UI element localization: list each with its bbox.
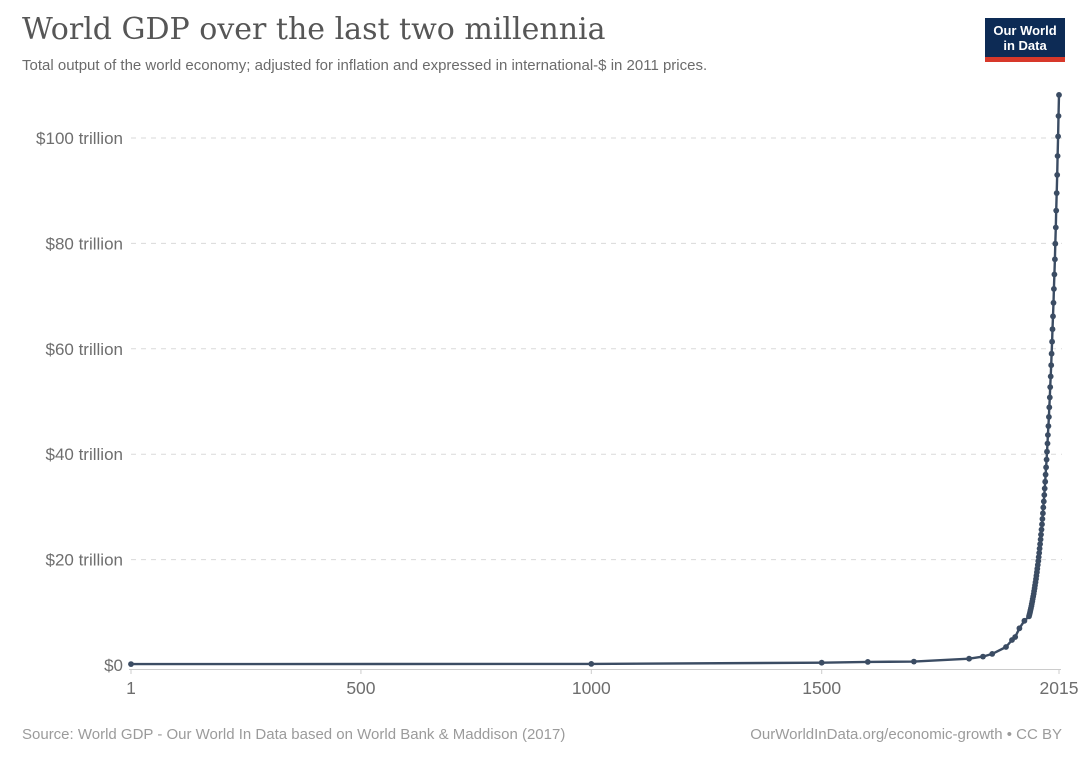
data-point <box>864 659 871 665</box>
y-tick-label: $100 trillion <box>36 129 123 148</box>
data-point <box>818 659 825 666</box>
owid-logo-line2: in Data <box>1003 38 1047 53</box>
data-point <box>1039 516 1046 522</box>
data-point <box>1041 492 1048 498</box>
data-point <box>1042 478 1049 485</box>
data-point <box>1043 456 1050 463</box>
x-tick-label: 1000 <box>572 678 611 698</box>
data-point <box>1048 350 1055 357</box>
x-tick-label: 1500 <box>802 678 841 698</box>
data-point <box>1042 471 1049 478</box>
data-point <box>1046 404 1053 411</box>
x-tick-label: 500 <box>346 678 375 698</box>
data-point <box>1039 521 1045 528</box>
data-point <box>1054 153 1061 159</box>
data-point <box>1038 526 1045 533</box>
data-point <box>1046 414 1052 420</box>
data-point <box>1044 440 1051 447</box>
data-point <box>1035 554 1042 560</box>
x-tick-label: 2015 <box>1040 678 1079 698</box>
data-point <box>1043 464 1049 471</box>
data-point <box>1040 510 1046 517</box>
y-tick-label: $0 <box>104 656 123 675</box>
owid-logo-text: Our World in Data <box>985 18 1065 57</box>
data-point <box>1016 625 1023 632</box>
data-point <box>1051 271 1058 278</box>
data-point <box>588 661 595 667</box>
data-point <box>1050 313 1056 320</box>
data-point <box>1040 498 1047 505</box>
data-point <box>1053 207 1060 214</box>
data-point <box>128 661 134 667</box>
data-point <box>980 653 986 660</box>
data-point <box>1044 448 1050 455</box>
data-point <box>1021 617 1028 624</box>
data-point <box>1037 541 1043 547</box>
data-point <box>1045 423 1052 429</box>
data-point <box>1052 224 1059 231</box>
data-point <box>966 655 972 662</box>
chart-subtitle: Total output of the world economy; adjus… <box>22 57 708 74</box>
data-line <box>130 94 1061 666</box>
data-point <box>1037 536 1044 543</box>
chart-title: World GDP over the last two millennia <box>22 12 606 47</box>
data-point <box>1038 531 1044 538</box>
y-tick-label: $80 trillion <box>46 234 124 253</box>
data-point <box>1049 338 1055 345</box>
data-point <box>1054 172 1061 178</box>
y-tick-label: $20 trillion <box>46 551 124 570</box>
data-point <box>1049 326 1056 333</box>
owid-link[interactable]: OurWorldInData.org/economic-growth • CC … <box>750 726 1062 743</box>
y-tick-label: $60 trillion <box>46 340 124 359</box>
x-tick-label: 1 <box>126 678 136 698</box>
data-point <box>1048 362 1055 369</box>
data-point <box>1050 299 1057 306</box>
data-point <box>1055 133 1061 140</box>
data-point <box>1056 92 1062 98</box>
data-point <box>1047 373 1054 380</box>
data-point <box>911 658 917 665</box>
data-point <box>1036 545 1043 552</box>
data-point <box>1053 190 1060 197</box>
data-point <box>1047 384 1054 390</box>
owid-logo[interactable]: Our World in Data <box>985 18 1065 62</box>
data-point <box>1046 394 1053 401</box>
data-point <box>1052 256 1058 263</box>
data-point <box>989 651 996 657</box>
data-point <box>1055 113 1062 119</box>
data-point <box>1040 504 1047 511</box>
data-point <box>1036 550 1043 556</box>
data-point <box>1012 634 1019 640</box>
data-point <box>1003 644 1009 650</box>
data-point <box>1041 485 1048 492</box>
data-point <box>1051 286 1057 292</box>
data-point <box>1045 432 1051 438</box>
owid-logo-redbar <box>985 57 1065 62</box>
y-tick-label: $40 trillion <box>46 445 124 464</box>
owid-logo-line1: Our World <box>993 23 1057 38</box>
data-point <box>1052 240 1059 247</box>
source-note: Source: World GDP - Our World In Data ba… <box>22 726 566 743</box>
